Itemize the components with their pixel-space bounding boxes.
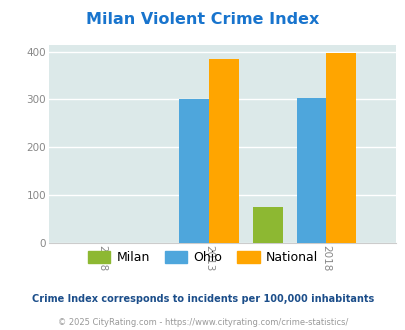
Legend: Milan, Ohio, National: Milan, Ohio, National xyxy=(83,246,322,269)
Bar xyxy=(179,99,209,243)
Bar xyxy=(326,53,356,243)
Text: © 2025 CityRating.com - https://www.cityrating.com/crime-statistics/: © 2025 CityRating.com - https://www.city… xyxy=(58,318,347,327)
Text: Crime Index corresponds to incidents per 100,000 inhabitants: Crime Index corresponds to incidents per… xyxy=(32,294,373,304)
Bar xyxy=(296,98,326,243)
Bar xyxy=(209,59,238,243)
Bar xyxy=(252,207,282,243)
Text: Milan Violent Crime Index: Milan Violent Crime Index xyxy=(86,12,319,26)
